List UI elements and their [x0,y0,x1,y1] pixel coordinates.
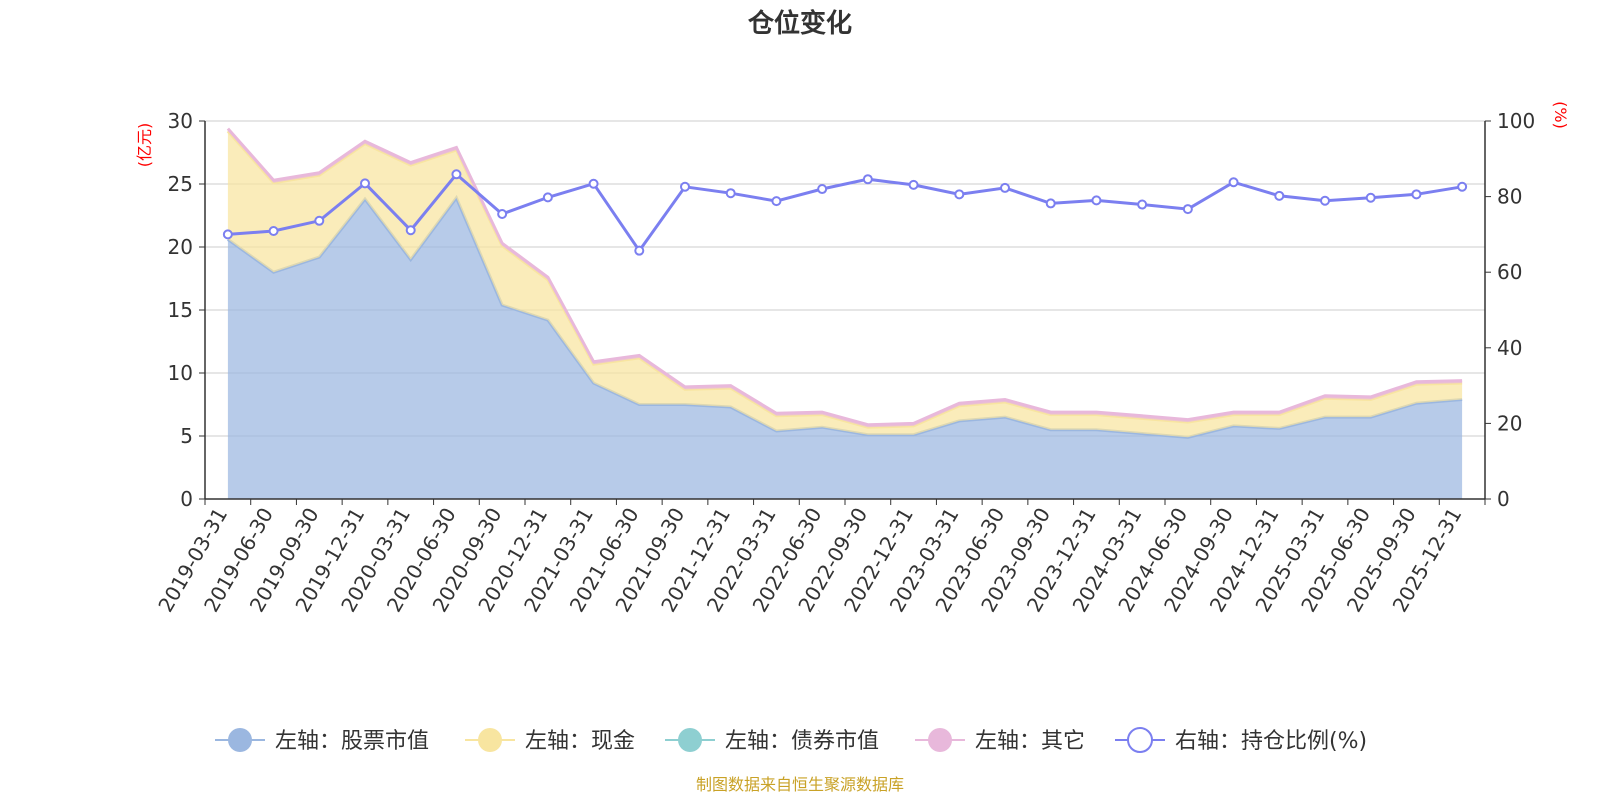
ratio-point [908,179,919,190]
area-edge-左轴：其它 [226,127,1463,427]
legend-item[interactable]: 左轴：债券市值 [665,728,879,754]
ratio-point [1274,190,1285,201]
left-tick-label: 5 [180,424,193,448]
right-tick-label: 20 [1497,411,1522,435]
left-tick-label: 0 [180,487,193,511]
chart-title: 仓位变化 [747,8,852,39]
ratio-point [771,196,782,207]
svg-text:左轴：现金: 左轴：现金 [525,729,635,754]
ratio-point [817,184,828,195]
left-tick-label: 10 [168,361,193,385]
legend-item[interactable]: 左轴：股票市值 [215,728,429,754]
ratio-point [222,229,233,240]
ratio-point [954,189,965,200]
left-tick-label: 25 [168,172,193,196]
ratio-point [680,181,690,192]
ratio-point [1045,198,1056,209]
area-左轴：股票市值 [227,197,1463,499]
left-tick-label: 15 [168,298,193,322]
ratio-point [268,225,279,236]
ratio-point [497,208,508,219]
area-左轴：现金 [227,131,1463,438]
ratio-point [360,178,370,189]
holding-ratio-series [222,169,1468,256]
svg-text:左轴：股票市值: 左轴：股票市值 [275,729,429,754]
ratio-point [1411,189,1422,200]
legend-item[interactable]: 左轴：其它 [915,728,1085,754]
svg-text:右轴：持仓比例(%): 右轴：持仓比例(%) [1175,729,1367,754]
ratio-point [405,225,416,236]
legend-item[interactable]: 右轴：持仓比例(%) [1115,727,1367,754]
ratio-point [862,174,873,185]
ratio-point [1137,199,1148,210]
right-tick-label: 80 [1497,185,1522,209]
legend-item[interactable]: 左轴：现金 [465,728,635,754]
right-axis-unit: (%) [1551,101,1570,129]
ratio-point [451,169,462,180]
left-tick-label: 30 [168,109,193,133]
svg-text:左轴：债券市值: 左轴：债券市值 [725,729,879,754]
left-tick-label: 20 [168,235,193,259]
ratio-point [1228,177,1239,188]
ratio-point [634,245,645,256]
ratio-point [1182,204,1193,215]
right-tick-label: 0 [1497,487,1510,511]
data-source-note: 制图数据来自恒生聚源数据库 [696,775,904,794]
ratio-point [1365,192,1376,203]
ratio-point [588,178,599,189]
ratio-point [1091,195,1102,206]
right-tick-label: 40 [1497,336,1522,360]
ratio-line [227,172,1463,254]
ratio-point [725,188,736,199]
right-tick-label: 60 [1497,260,1522,284]
legend: 左轴：股票市值 左轴：现金 左轴：债券市值 左轴：其它 右轴：持仓比例(%) [215,727,1367,754]
ratio-point [1457,181,1468,192]
ratio-point [542,192,553,203]
right-tick-label: 100 [1497,109,1535,133]
ratio-point [314,215,325,226]
ratio-point [1000,182,1010,193]
ratio-point [1320,195,1330,206]
left-axis-unit: (亿元) [135,123,154,168]
svg-text:左轴：其它: 左轴：其它 [975,729,1085,754]
stacked-areas [226,127,1463,499]
